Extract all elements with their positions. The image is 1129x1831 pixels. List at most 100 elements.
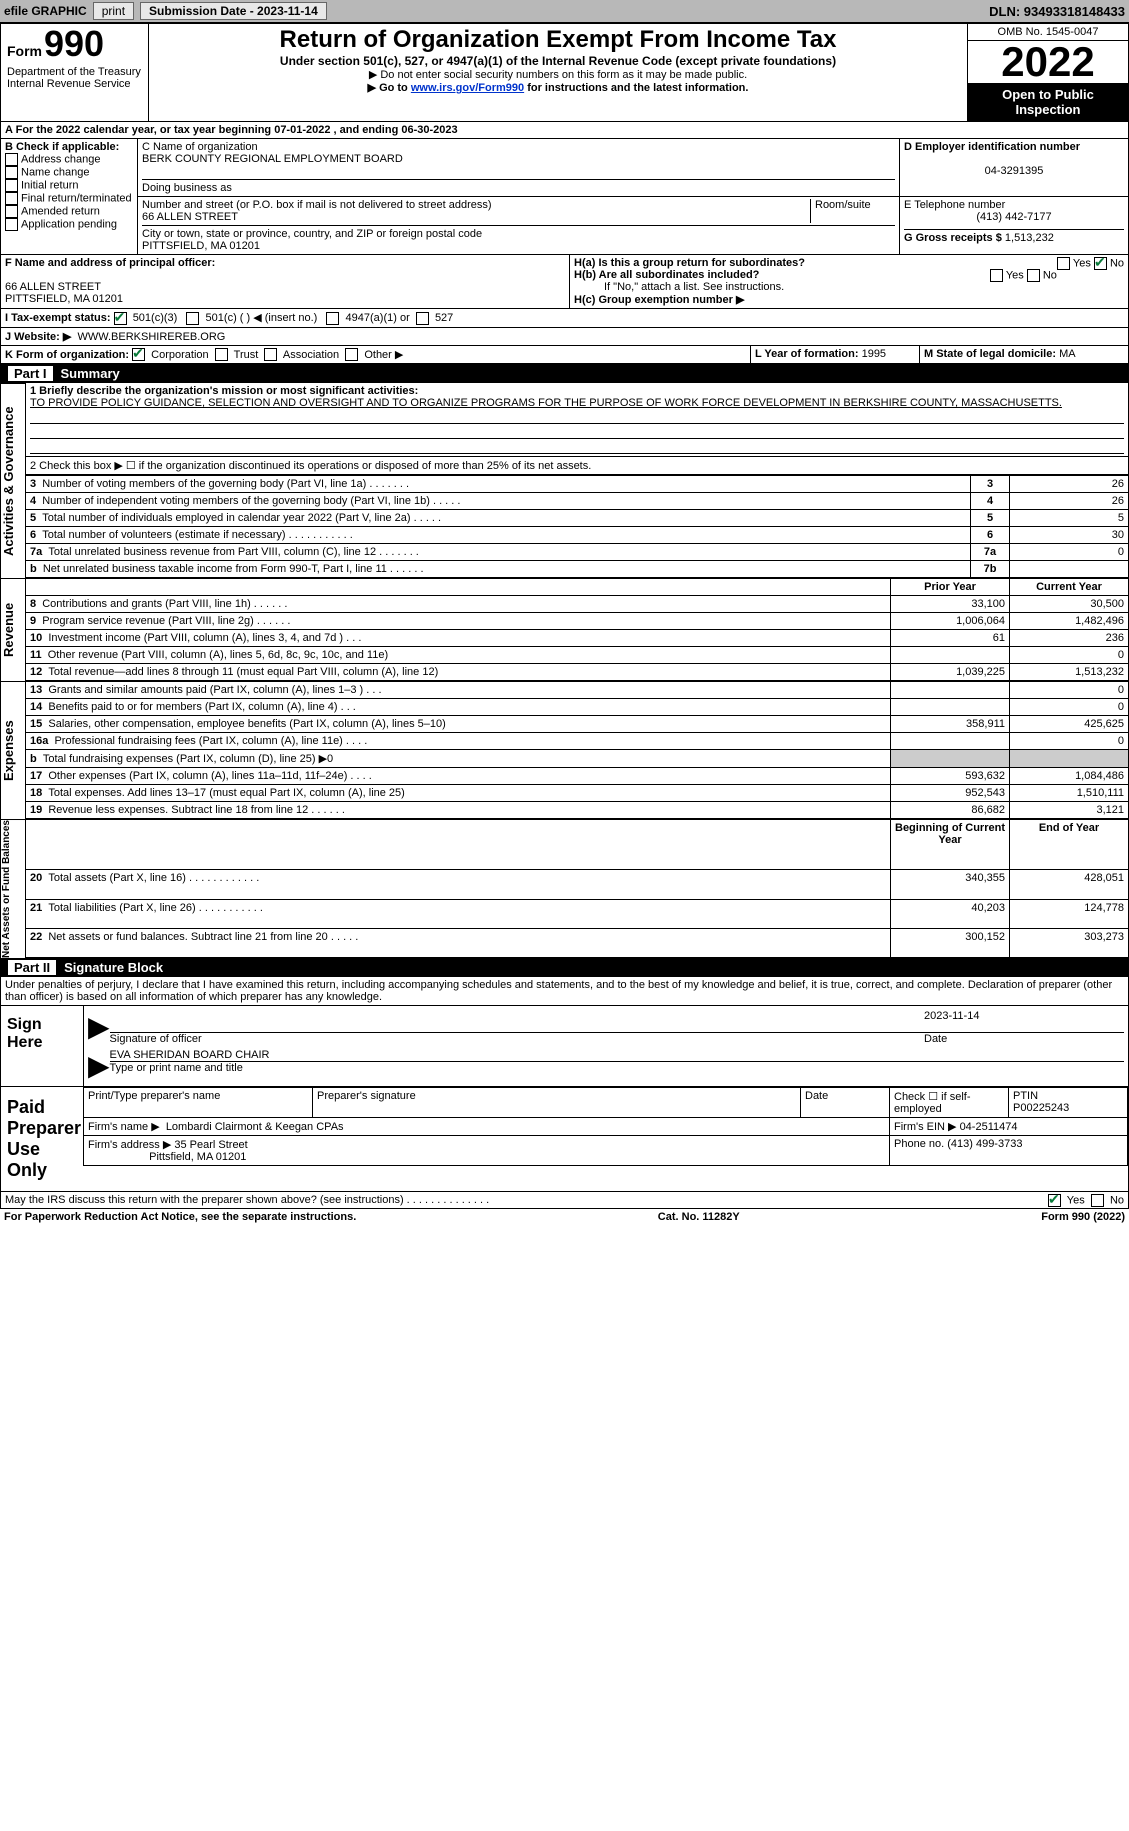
website: WWW.BERKSHIREREB.ORG xyxy=(77,331,225,343)
department: Department of the Treasury Internal Reve… xyxy=(7,66,142,90)
domicile: MA xyxy=(1059,348,1076,360)
note2-post: for instructions and the latest informat… xyxy=(524,82,748,94)
opt-final: Final return/terminated xyxy=(21,192,132,204)
g-label: G Gross receipts $ xyxy=(904,232,1002,244)
opt-name: Name change xyxy=(21,166,90,178)
room-label: Room/suite xyxy=(810,199,895,223)
inspection-notice: Open to Public Inspection xyxy=(968,83,1128,121)
declaration: Under penalties of perjury, I declare th… xyxy=(0,977,1129,1006)
sidebar-net: Net Assets or Fund Balances xyxy=(0,819,26,958)
m-label: M State of legal domicile: xyxy=(924,348,1056,360)
revenue-table: Prior YearCurrent Year 8 Contributions a… xyxy=(26,578,1129,681)
gross-receipts: 1,513,232 xyxy=(1005,232,1054,244)
telephone: (413) 442-7177 xyxy=(904,211,1124,223)
opt-501c3: 501(c)(3) xyxy=(133,312,178,324)
form-prefix: Form xyxy=(7,45,42,58)
cat-no: Cat. No. 11282Y xyxy=(658,1211,740,1223)
e-label: E Telephone number xyxy=(904,199,1005,211)
cb-final[interactable] xyxy=(5,192,18,205)
form-ref: Form 990 (2022) xyxy=(1041,1211,1125,1223)
tax-period: A For the 2022 calendar year, or tax yea… xyxy=(0,122,1129,139)
hb-note: If "No," attach a list. See instructions… xyxy=(574,281,1124,293)
cb-pending[interactable] xyxy=(5,218,18,231)
discuss-yes[interactable] xyxy=(1048,1194,1061,1207)
d-label: D Employer identification number xyxy=(904,141,1080,153)
cb-527[interactable] xyxy=(416,312,429,325)
cb-501c3[interactable] xyxy=(114,312,127,325)
year-formed: 1995 xyxy=(862,348,886,360)
summary-table: 3 Number of voting members of the govern… xyxy=(26,475,1129,578)
i-label: I Tax-exempt status: xyxy=(5,312,111,324)
part2-header: Part IISignature Block xyxy=(0,958,1129,977)
opt-initial: Initial return xyxy=(21,179,78,191)
yes-label: Yes xyxy=(1073,257,1091,269)
arrow-icon: ▶ xyxy=(88,1010,110,1045)
officer-addr2: PITTSFIELD, MA 01201 xyxy=(5,293,123,305)
cb-4947[interactable] xyxy=(326,312,339,325)
yes-label2: Yes xyxy=(1006,269,1024,281)
opt-corp: Corporation xyxy=(151,349,208,361)
city-label: City or town, state or province, country… xyxy=(142,228,482,240)
org-name: BERK COUNTY REGIONAL EMPLOYMENT BOARD xyxy=(142,153,403,165)
ha-yes[interactable] xyxy=(1057,257,1070,270)
arrow-icon2: ▶ xyxy=(88,1049,110,1082)
typed-label: Type or print name and title xyxy=(110,1062,1124,1074)
cb-corp[interactable] xyxy=(132,348,145,361)
part1-header: Part IPart I SummarySummary xyxy=(0,364,1129,383)
ha: H(a) Is this a group return for subordin… xyxy=(574,257,805,269)
opt-527: 527 xyxy=(435,312,453,324)
typed-name: EVA SHERIDAN BOARD CHAIR xyxy=(110,1049,1124,1062)
firm-ein: 04-2511474 xyxy=(960,1121,1018,1133)
expenses-table: 13 Grants and similar amounts paid (Part… xyxy=(26,681,1129,819)
phone-label: Phone no. xyxy=(894,1138,944,1150)
street: 66 ALLEN STREET xyxy=(142,211,238,223)
hb-yes[interactable] xyxy=(990,269,1003,282)
firm-name: Lombardi Clairmont & Keegan CPAs xyxy=(166,1121,344,1133)
date-label: Date xyxy=(918,1033,1124,1045)
print-button[interactable]: print xyxy=(93,2,134,20)
self-emp: Check ☐ if self-employed xyxy=(890,1088,1009,1118)
opt-other: Other ▶ xyxy=(364,349,403,361)
pra-notice: For Paperwork Reduction Act Notice, see … xyxy=(4,1211,356,1223)
opt-assoc: Association xyxy=(283,349,339,361)
f-label: F Name and address of principal officer: xyxy=(5,257,215,269)
paid-label: Paid Preparer Use Only xyxy=(1,1087,83,1191)
opt-address: Address change xyxy=(21,153,101,165)
irs-link[interactable]: www.irs.gov/Form990 xyxy=(411,82,524,94)
firm-addr1: 35 Pearl Street xyxy=(174,1139,247,1151)
efile-label: efile GRAPHIC xyxy=(4,4,87,18)
sign-here-block: Sign Here ▶ 2023-11-14 Signature of offi… xyxy=(0,1006,1129,1087)
period-text: For the 2022 calendar year, or tax year … xyxy=(16,124,458,136)
city: PITTSFIELD, MA 01201 xyxy=(142,240,260,252)
mission: TO PROVIDE POLICY GUIDANCE, SELECTION AN… xyxy=(30,397,1062,409)
sidebar-revenue: Revenue xyxy=(0,578,26,681)
tax-year: 2022 xyxy=(968,41,1128,83)
cb-name-change[interactable] xyxy=(5,166,18,179)
firm-name-label: Firm's name ▶ xyxy=(88,1121,160,1133)
discuss-no-label: No xyxy=(1110,1195,1124,1207)
ein: 04-3291395 xyxy=(904,165,1124,177)
cb-initial[interactable] xyxy=(5,179,18,192)
prep-name-h: Print/Type preparer's name xyxy=(84,1088,313,1118)
opt-501c: 501(c) ( ) ◀ (insert no.) xyxy=(206,312,318,324)
street-label: Number and street (or P.O. box if mail i… xyxy=(142,199,492,211)
end-h: End of Year xyxy=(1010,820,1129,870)
cb-trust[interactable] xyxy=(215,348,228,361)
cb-amended[interactable] xyxy=(5,205,18,218)
note2-pre: ▶ Go to xyxy=(368,82,411,94)
no-label: No xyxy=(1110,257,1124,269)
discuss-q: May the IRS discuss this return with the… xyxy=(5,1194,489,1206)
phone: (413) 499-3733 xyxy=(947,1138,1022,1150)
ha-no[interactable] xyxy=(1094,257,1107,270)
hb-no[interactable] xyxy=(1027,269,1040,282)
firm-addr2: Pittsfield, MA 01201 xyxy=(149,1151,246,1163)
c-name-label: C Name of organization xyxy=(142,141,258,153)
discuss-no[interactable] xyxy=(1091,1194,1104,1207)
cb-501c[interactable] xyxy=(186,312,199,325)
cb-other[interactable] xyxy=(345,348,358,361)
cb-assoc[interactable] xyxy=(264,348,277,361)
sign-here-label: Sign Here xyxy=(1,1006,83,1086)
hb: H(b) Are all subordinates included? xyxy=(574,269,759,281)
form-note1: ▶ Do not enter social security numbers o… xyxy=(159,68,957,81)
cb-address-change[interactable] xyxy=(5,153,18,166)
